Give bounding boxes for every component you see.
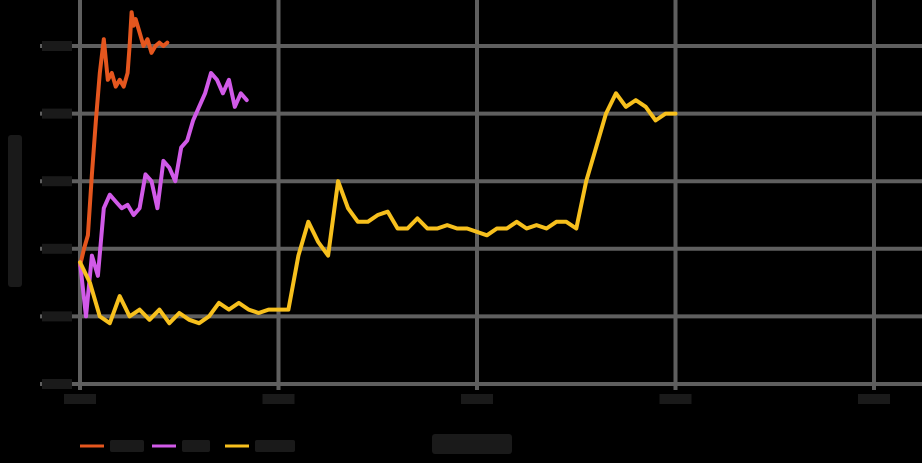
legend-label-1 [182,440,210,452]
series-line-2 [78,91,678,326]
y-tick-label-4 [42,108,72,119]
x-tick-label-4 [858,394,890,404]
y-tick-label-1 [42,311,72,322]
grid [40,0,922,390]
y-axis-label [8,135,22,287]
y-tick-label-2 [42,243,72,254]
series-line-0 [78,10,170,268]
x-tick-label-1 [262,394,295,404]
legend-label-2 [255,440,295,452]
series-lines [78,10,678,326]
x-tick-label-2 [461,394,493,404]
y-tick-label-3 [42,176,72,187]
x-axis-label [432,434,512,454]
legend [80,440,295,452]
x-tick-label-3 [659,394,692,404]
series-line-1 [78,71,249,319]
x-tick-label-0 [64,394,96,404]
y-tick-label-5 [42,41,72,51]
legend-label-0 [110,440,144,452]
y-axis-label-block [8,135,22,287]
ticks [42,41,890,404]
x-axis-label-block [432,434,512,454]
y-tick-label-0 [42,379,72,389]
